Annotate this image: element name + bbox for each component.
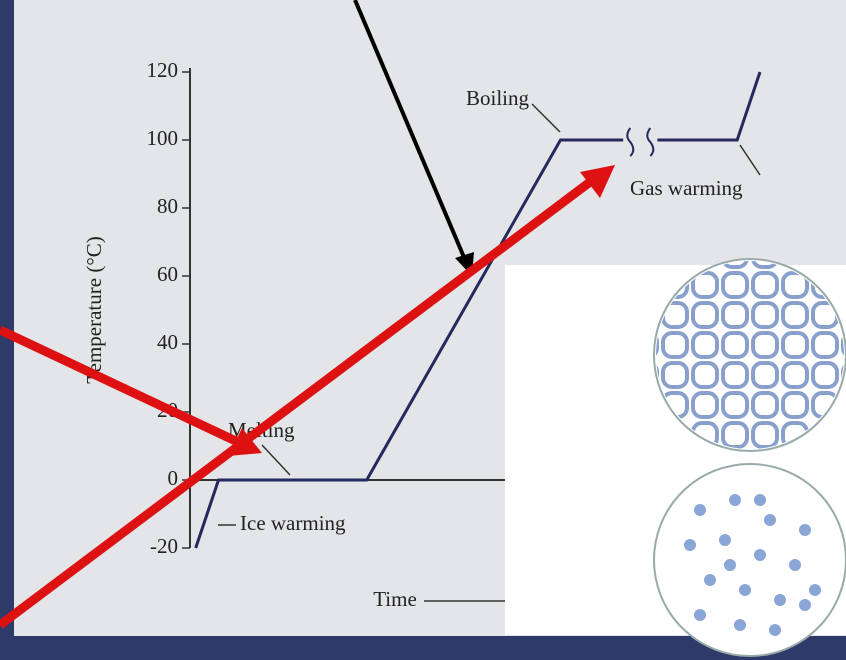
plot: -20020406080100120 bbox=[147, 58, 762, 558]
gas-particle bbox=[754, 549, 766, 561]
gas-diagram bbox=[653, 463, 846, 657]
axis-break bbox=[626, 127, 635, 157]
gas-particle bbox=[799, 524, 811, 536]
gas-particle bbox=[774, 594, 786, 606]
gas-particle bbox=[694, 609, 706, 621]
y-axis-label: Temperature (°C) bbox=[82, 236, 106, 383]
axis-break bbox=[646, 127, 655, 157]
leader-line bbox=[739, 144, 761, 176]
red-arrowhead bbox=[580, 165, 615, 198]
gas-particle bbox=[729, 494, 741, 506]
leader-line bbox=[531, 103, 561, 133]
red-arrow bbox=[0, 325, 242, 448]
heating-curve bbox=[194, 71, 762, 549]
annotation: Gas warming bbox=[630, 176, 743, 200]
gas-particle bbox=[809, 584, 821, 596]
y-tick-label: 60 bbox=[157, 262, 178, 286]
leader-line bbox=[261, 444, 291, 476]
gas-particles bbox=[684, 494, 821, 636]
red-arrow bbox=[0, 178, 593, 629]
gas-particle bbox=[694, 504, 706, 516]
gas-particle bbox=[684, 539, 696, 551]
gas-particle bbox=[734, 619, 746, 631]
y-tick-label: 0 bbox=[168, 466, 179, 490]
gas-particle bbox=[754, 494, 766, 506]
gas-particle bbox=[799, 599, 811, 611]
x-axis-label: Time bbox=[373, 587, 417, 611]
gas-particle bbox=[769, 624, 781, 636]
y-tick-label: -20 bbox=[150, 534, 178, 558]
y-tick-label: 80 bbox=[157, 194, 178, 218]
lattice bbox=[656, 261, 844, 449]
black-arrow bbox=[353, 0, 468, 263]
gas-particle bbox=[719, 534, 731, 546]
annotation: Boiling bbox=[466, 86, 530, 110]
gas-particle bbox=[764, 514, 776, 526]
y-tick-label: 100 bbox=[147, 126, 179, 150]
gas-particle bbox=[724, 559, 736, 571]
y-tick-label: 40 bbox=[157, 330, 178, 354]
gas-particle bbox=[789, 559, 801, 571]
annotation: Ice warming bbox=[240, 511, 346, 535]
gas-particle bbox=[704, 574, 716, 586]
gas-particle bbox=[739, 584, 751, 596]
y-tick-label: 120 bbox=[147, 58, 179, 82]
